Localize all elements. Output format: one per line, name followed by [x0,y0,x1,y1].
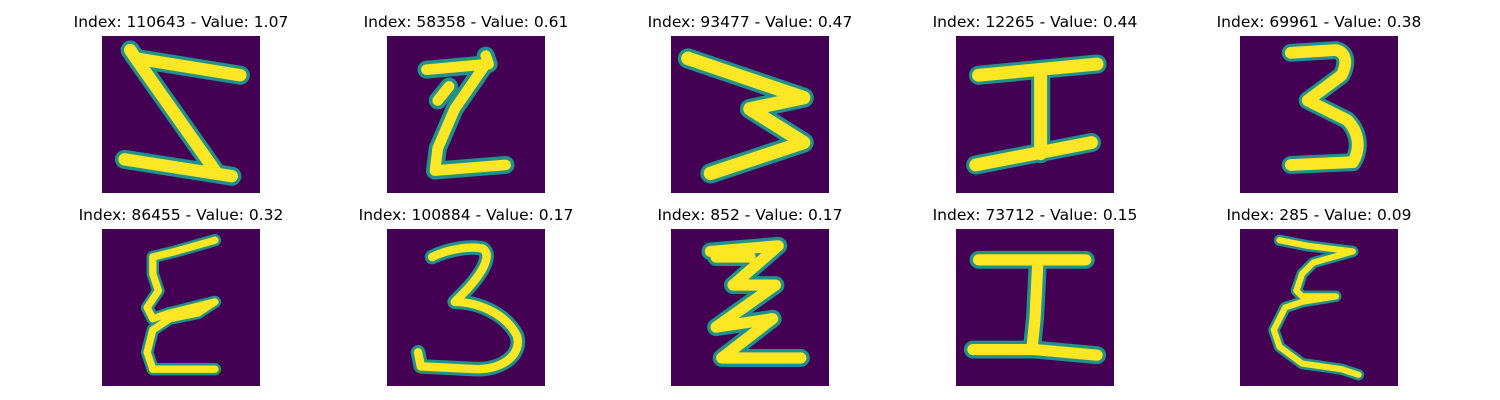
image-panel-10: Index: 285 - Value: 0.09 [1179,205,1459,395]
letter-e-image [1240,229,1398,386]
zigzag-letter-image [671,229,829,386]
image-panel-8: Index: 852 - Value: 0.17 [610,205,890,395]
panel-title: Index: 93477 - Value: 0.47 [647,13,853,31]
panel-title: Index: 852 - Value: 0.17 [657,206,843,224]
image-panel-2: Index: 58358 - Value: 0.61 [326,12,606,202]
rotated-letter-z-image [102,36,260,193]
image-panel-5: Index: 69961 - Value: 0.38 [1179,12,1459,202]
image-panel-4: Index: 12265 - Value: 0.44 [895,12,1175,202]
image-panel-1: Index: 110643 - Value: 1.07 [41,12,321,202]
letter-e-image [102,229,260,386]
letter-z-image [387,36,545,193]
panel-title: Index: 86455 - Value: 0.32 [78,206,284,224]
letter-i-image [956,36,1114,193]
image-panel-9: Index: 73712 - Value: 0.15 [895,205,1175,395]
panel-title: Index: 110643 - Value: 1.07 [73,13,289,31]
panel-title: Index: 73712 - Value: 0.15 [932,206,1138,224]
digit-3-image [1240,36,1398,193]
rotated-letter-m-image [671,36,829,193]
panel-title: Index: 12265 - Value: 0.44 [932,13,1138,31]
panel-title: Index: 69961 - Value: 0.38 [1216,13,1422,31]
panel-title: Index: 58358 - Value: 0.61 [363,13,569,31]
image-panel-7: Index: 100884 - Value: 0.17 [326,205,606,395]
digit-3-image [387,229,545,386]
panel-title: Index: 100884 - Value: 0.17 [358,206,574,224]
panel-title: Index: 285 - Value: 0.09 [1226,206,1412,224]
image-panel-3: Index: 93477 - Value: 0.47 [610,12,890,202]
image-panel-6: Index: 86455 - Value: 0.32 [41,205,321,395]
letter-i-image [956,229,1114,386]
